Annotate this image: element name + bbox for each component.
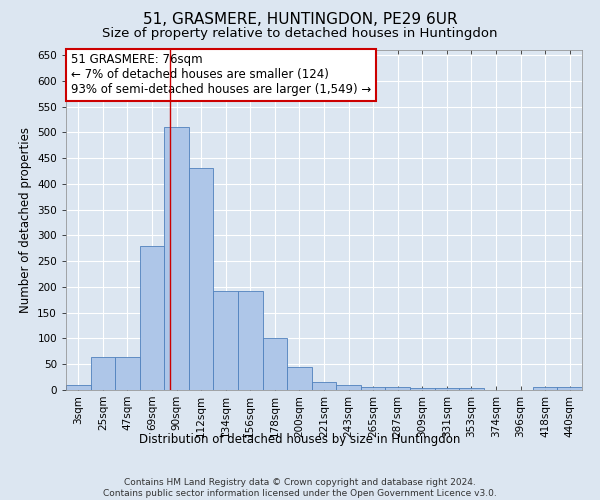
Bar: [336, 385, 361, 390]
Bar: [459, 388, 484, 390]
Bar: [140, 246, 164, 390]
Bar: [214, 290, 238, 390]
Bar: [263, 338, 287, 390]
Bar: [66, 385, 91, 390]
Text: Contains HM Land Registry data © Crown copyright and database right 2024.
Contai: Contains HM Land Registry data © Crown c…: [103, 478, 497, 498]
Text: 51 GRASMERE: 76sqm
← 7% of detached houses are smaller (124)
93% of semi-detache: 51 GRASMERE: 76sqm ← 7% of detached hous…: [71, 54, 371, 96]
Bar: [434, 388, 459, 390]
Text: Size of property relative to detached houses in Huntingdon: Size of property relative to detached ho…: [102, 28, 498, 40]
Bar: [91, 356, 115, 390]
Bar: [385, 388, 410, 390]
Bar: [287, 367, 312, 390]
Bar: [361, 387, 385, 390]
Bar: [238, 290, 263, 390]
Bar: [189, 168, 214, 390]
Y-axis label: Number of detached properties: Number of detached properties: [19, 127, 32, 313]
Bar: [164, 128, 189, 390]
Bar: [410, 388, 434, 390]
Bar: [557, 388, 582, 390]
Bar: [115, 356, 140, 390]
Bar: [312, 382, 336, 390]
Text: 51, GRASMERE, HUNTINGDON, PE29 6UR: 51, GRASMERE, HUNTINGDON, PE29 6UR: [143, 12, 457, 28]
Text: Distribution of detached houses by size in Huntingdon: Distribution of detached houses by size …: [139, 432, 461, 446]
Bar: [533, 388, 557, 390]
